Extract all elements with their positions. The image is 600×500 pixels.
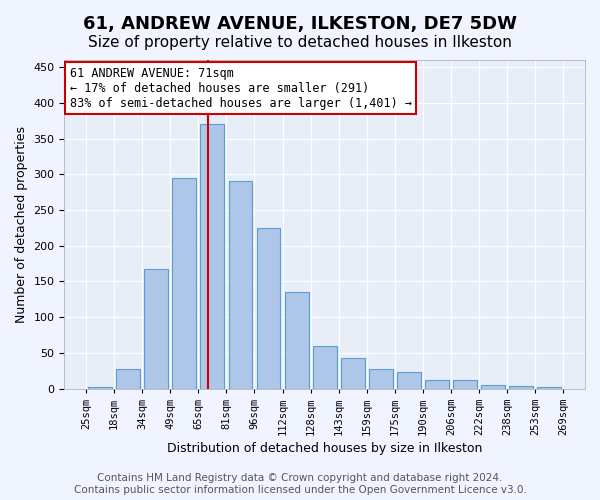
Bar bbox=[481, 385, 505, 388]
Bar bbox=[229, 182, 253, 388]
X-axis label: Distribution of detached houses by size in Ilkeston: Distribution of detached houses by size … bbox=[167, 442, 482, 455]
Bar bbox=[200, 124, 224, 388]
Bar bbox=[453, 380, 477, 388]
Bar bbox=[257, 228, 280, 388]
Text: Size of property relative to detached houses in Ilkeston: Size of property relative to detached ho… bbox=[88, 35, 512, 50]
Bar bbox=[144, 268, 168, 388]
Y-axis label: Number of detached properties: Number of detached properties bbox=[15, 126, 28, 323]
Bar bbox=[172, 178, 196, 388]
Bar bbox=[341, 358, 365, 388]
Bar bbox=[284, 292, 308, 388]
Text: Contains HM Land Registry data © Crown copyright and database right 2024.
Contai: Contains HM Land Registry data © Crown c… bbox=[74, 474, 526, 495]
Bar bbox=[538, 387, 562, 388]
Bar bbox=[425, 380, 449, 388]
Bar bbox=[397, 372, 421, 388]
Bar bbox=[369, 368, 393, 388]
Bar bbox=[88, 387, 112, 388]
Text: 61, ANDREW AVENUE, ILKESTON, DE7 5DW: 61, ANDREW AVENUE, ILKESTON, DE7 5DW bbox=[83, 15, 517, 33]
Bar bbox=[509, 386, 533, 388]
Bar bbox=[116, 369, 140, 388]
Bar bbox=[313, 346, 337, 389]
Text: 61 ANDREW AVENUE: 71sqm
← 17% of detached houses are smaller (291)
83% of semi-d: 61 ANDREW AVENUE: 71sqm ← 17% of detache… bbox=[70, 66, 412, 110]
